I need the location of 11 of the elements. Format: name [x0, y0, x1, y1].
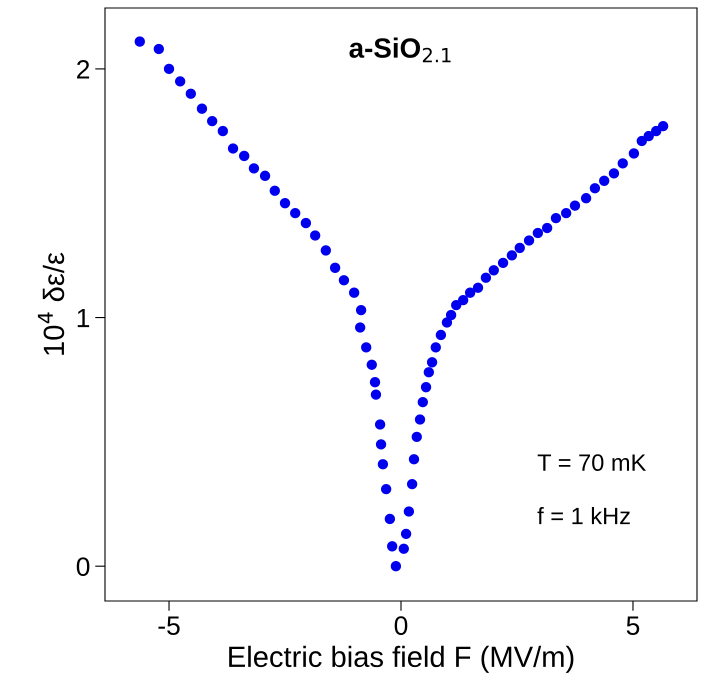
x-tick-label: 5: [626, 616, 640, 635]
y-tick-label: 1: [78, 308, 90, 328]
y-tick-label: 2: [77, 60, 90, 78]
annotation: T = 70 mK: [538, 454, 646, 471]
x-tick-label: 0: [394, 616, 408, 635]
x-tick-label: -5: [158, 616, 180, 635]
x-axis-title: Electric bias field F (MV/m): [229, 646, 574, 673]
y-axis-title: 10$^{4}$ δε/ε: [38, 252, 64, 355]
y-tick-label: 0: [76, 557, 90, 576]
annotation: f = 1 kHz: [537, 506, 630, 524]
text: a-SiO$_{2.1}$: [349, 38, 451, 62]
